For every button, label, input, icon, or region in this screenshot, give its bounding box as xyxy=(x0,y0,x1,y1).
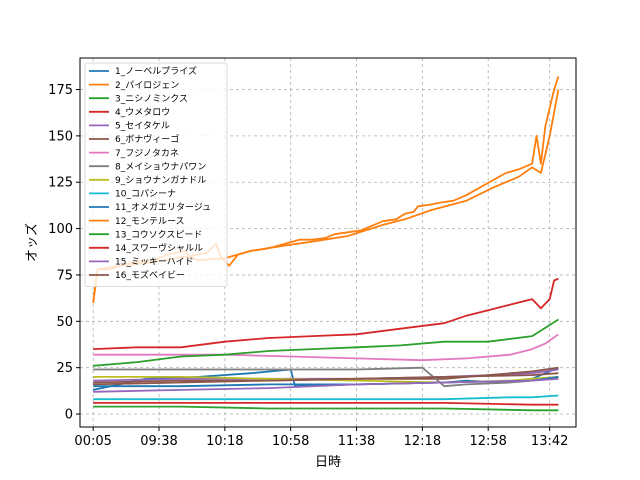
x-axis-label: 日時 xyxy=(315,455,341,470)
y-tick-label: 0 xyxy=(65,408,73,423)
y-tick-label: 175 xyxy=(48,83,73,98)
axis-ticks: 0 25 50 75 100 125 150 175 00:05 09:38 10:18 10:58 1… xyxy=(48,83,568,449)
series-line xyxy=(93,333,559,362)
legend-label: 15_ミッキーハイド xyxy=(115,258,194,268)
legend-box xyxy=(84,62,228,288)
series-line xyxy=(93,405,559,412)
x-tick-label: 11:38 xyxy=(338,434,375,449)
legend-label: 2_パイロジェン xyxy=(115,80,179,91)
series-line xyxy=(93,376,559,384)
legend-label: 3_ニシノミンクス xyxy=(115,93,188,104)
series-line xyxy=(93,372,559,386)
series-lines xyxy=(92,76,560,412)
y-tick-label: 50 xyxy=(56,315,73,330)
x-tick-label: 00:05 xyxy=(74,434,111,449)
legend: 1_ノーベルプライズ 2_パイロジェン 3_ニシノミンクス 4_ウメタロウ 5_セイタケ… xyxy=(84,62,228,288)
x-tick-label: 10:58 xyxy=(272,434,309,449)
series-line xyxy=(93,377,559,393)
grid xyxy=(80,58,576,427)
x-tick-label: 12:18 xyxy=(404,434,441,449)
legend-label: 9_ショウナンガナドル xyxy=(115,175,206,186)
y-tick-label: 125 xyxy=(48,176,73,191)
series-line xyxy=(93,277,559,350)
legend-label: 4_ウメタロウ xyxy=(115,107,170,118)
x-tick-label: 09:38 xyxy=(140,434,177,449)
legend-label: 16_モズベイビー xyxy=(115,269,185,281)
y-tick-label: 25 xyxy=(56,361,73,376)
legend-label: 1_ノーベルプライズ xyxy=(115,65,197,77)
legend-label: 10_コパシーナ xyxy=(115,189,176,200)
legend-label: 13_コウソクスピード xyxy=(115,229,202,240)
series-line xyxy=(93,394,559,401)
axes-frame xyxy=(79,57,577,428)
series-line xyxy=(93,318,559,367)
y-axis-label: オッズ xyxy=(24,223,40,262)
x-tick-label: 13:42 xyxy=(531,434,568,449)
y-tick-label: 75 xyxy=(56,268,73,283)
legend-label: 14_スワーヴシャルル xyxy=(115,242,203,254)
legend-label: 6_ボナヴィーゴ xyxy=(115,133,179,145)
series-line xyxy=(93,366,559,384)
legend-label: 7_フジノタカネ xyxy=(115,148,179,159)
x-tick-label: 12:58 xyxy=(469,434,506,449)
x-tick-label: 10:18 xyxy=(206,434,243,449)
legend-label: 12_モンテルース xyxy=(115,216,185,227)
series-line xyxy=(93,402,559,406)
y-tick-label: 150 xyxy=(48,129,73,144)
legend-label: 11_オメガエリタージュ xyxy=(115,202,211,213)
legend-label: 5_セイタケル xyxy=(115,121,170,132)
y-tick-label: 100 xyxy=(48,222,73,237)
legend-label: 8_メイショウナパワン xyxy=(115,161,206,172)
